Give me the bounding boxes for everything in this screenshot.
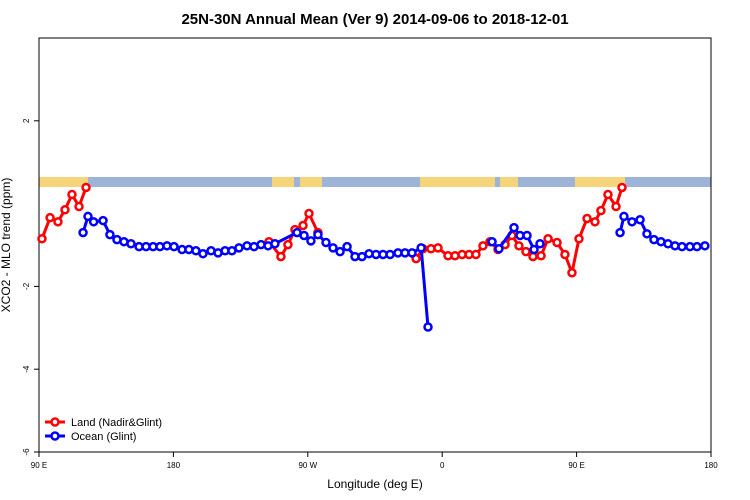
data-point — [635, 214, 645, 225]
data-point — [78, 227, 88, 238]
data-point — [74, 201, 84, 212]
data-point — [53, 217, 63, 227]
data-point — [487, 236, 497, 247]
data-point — [234, 243, 244, 253]
data-point — [283, 239, 293, 250]
data-point — [529, 244, 539, 255]
data-point — [611, 201, 621, 212]
data-point — [328, 243, 338, 253]
legend-label: Land (Nadir&Glint) — [71, 417, 162, 429]
data-point — [471, 249, 481, 260]
series-line — [81, 213, 706, 328]
x-tick-label: 90 W — [298, 461, 317, 470]
data-point — [67, 189, 77, 200]
data-point — [567, 267, 577, 278]
land-ocean-band — [39, 177, 711, 187]
data-point — [677, 241, 687, 252]
data-point — [83, 211, 93, 222]
data-point — [299, 230, 309, 241]
data-point — [543, 234, 553, 244]
data-point — [169, 241, 179, 252]
data-point — [619, 211, 629, 222]
data-point — [535, 239, 545, 249]
data-point — [416, 243, 426, 253]
data-point — [88, 217, 99, 227]
data-point — [560, 249, 570, 260]
data-point — [81, 182, 91, 193]
data-point — [335, 246, 345, 257]
data-point — [478, 241, 488, 251]
data-point — [596, 205, 606, 216]
data-point — [270, 239, 280, 249]
data-point — [582, 213, 592, 224]
data-point — [276, 251, 286, 262]
data-point — [521, 246, 531, 257]
x-tick-label: 180 — [167, 461, 181, 470]
legend-label: Ocean (Glint) — [71, 431, 136, 443]
data-point — [617, 182, 627, 193]
data-point — [433, 243, 443, 253]
legend-marker — [50, 417, 60, 427]
data-point — [536, 251, 546, 261]
y-tick-label: -2 — [22, 282, 31, 290]
data-point — [407, 248, 417, 258]
data-point — [590, 217, 600, 227]
data-point — [603, 189, 613, 200]
x-axis-label: Longitude (deg E) — [327, 477, 422, 491]
data-point — [60, 205, 70, 215]
data-point — [126, 239, 136, 249]
y-axis-label: XCO2 - MLO trend (ppm) — [0, 178, 13, 313]
data-point — [700, 241, 710, 251]
data-point — [98, 215, 108, 226]
data-point — [514, 241, 524, 251]
x-tick-label: 180 — [704, 461, 718, 470]
data-point — [37, 234, 47, 244]
data-point — [627, 217, 637, 227]
data-point — [522, 230, 532, 241]
data-point — [615, 227, 625, 238]
data-point — [321, 237, 331, 248]
data-point — [313, 229, 323, 240]
data-point — [105, 229, 115, 240]
x-tick-label: 90 E — [31, 461, 47, 470]
data-point — [45, 212, 55, 223]
data-point — [304, 208, 314, 219]
data-point — [306, 236, 316, 246]
plot-frame — [38, 37, 712, 453]
x-tick-label: 90 E — [568, 461, 584, 470]
y-tick-label: -4 — [22, 365, 31, 373]
y-tick-label: 2 — [22, 118, 31, 123]
data-point — [423, 322, 433, 332]
data-point — [198, 248, 208, 259]
legend-marker — [50, 431, 60, 441]
data-point — [385, 249, 395, 260]
x-tick-label: 0 — [440, 461, 445, 470]
data-point — [642, 229, 652, 239]
data-point — [509, 222, 519, 233]
data-point — [692, 241, 702, 252]
data-point — [552, 237, 562, 248]
y-tick-label: -6 — [22, 448, 31, 456]
data-point — [342, 241, 352, 252]
data-point — [574, 234, 584, 244]
data-point — [298, 220, 308, 231]
data-point — [494, 243, 504, 254]
chart-title: 25N-30N Annual Mean (Ver 9) 2014-09-06 t… — [181, 11, 568, 28]
